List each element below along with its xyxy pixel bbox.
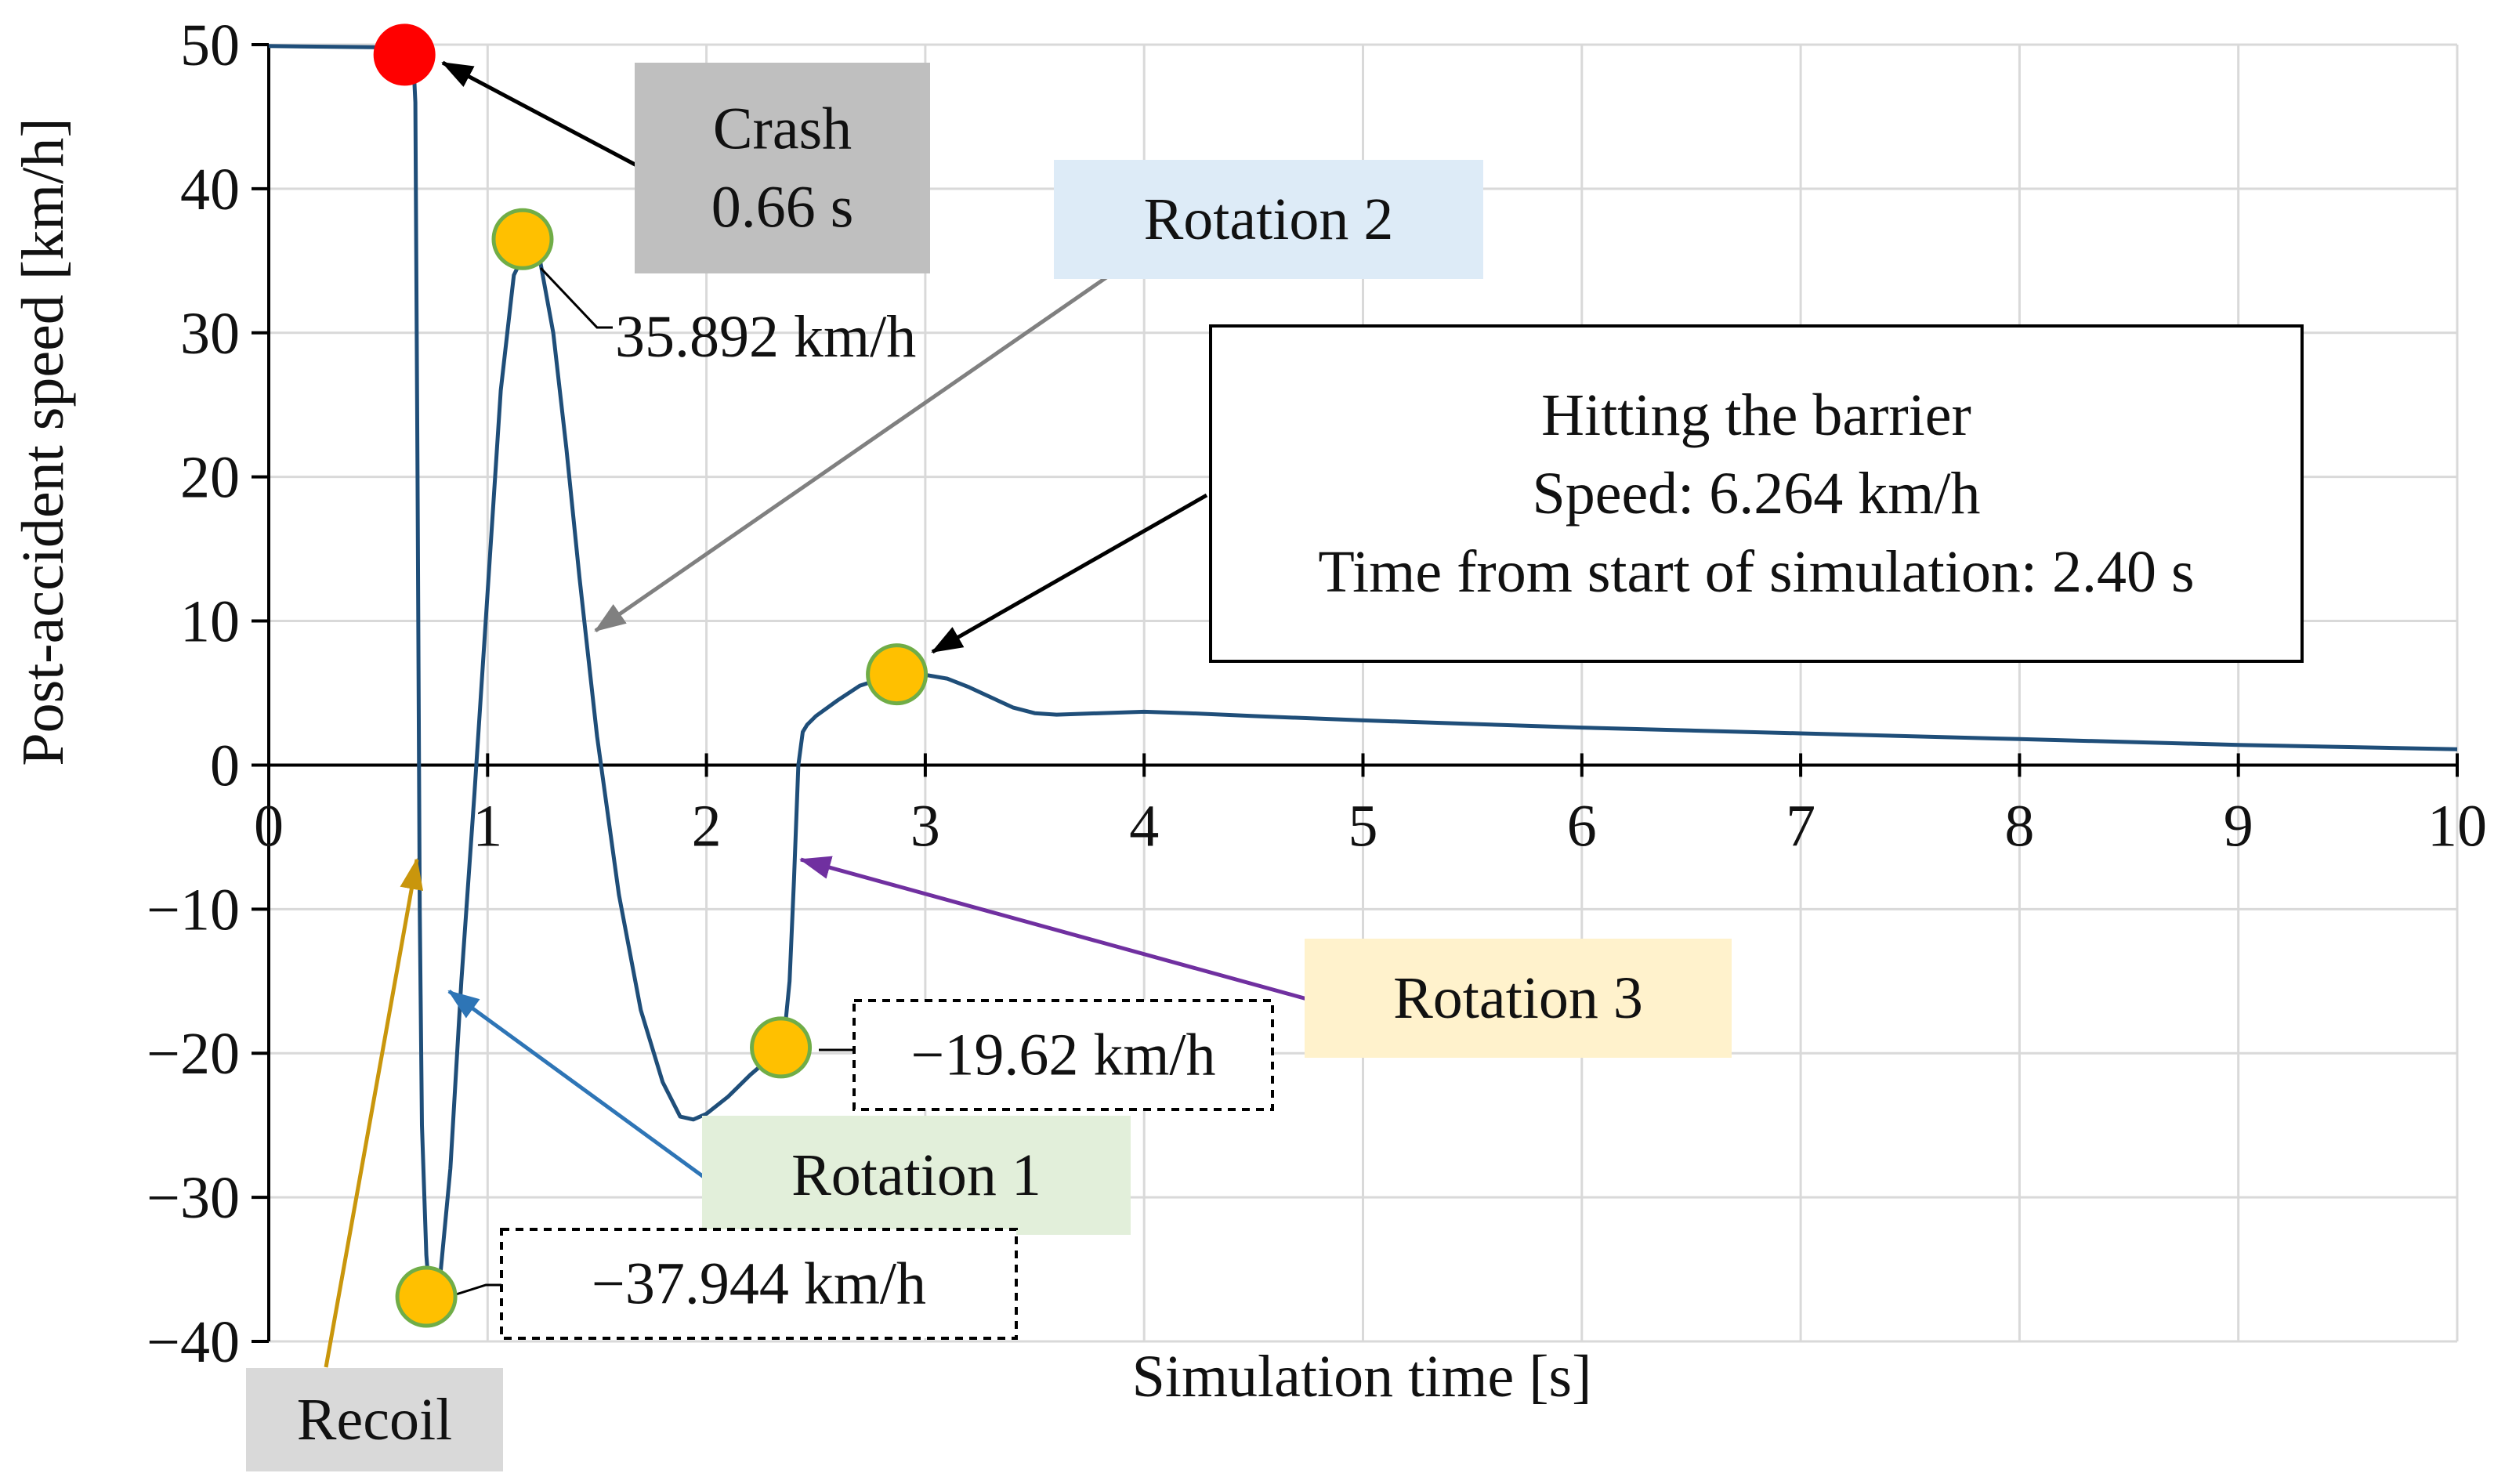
crash-box [635, 63, 930, 273]
v37944-leader-line [455, 1283, 501, 1296]
crash-text: Crash [713, 96, 852, 162]
rotation1-box [702, 1116, 1131, 1235]
x-axis-label: Simulation time [s] [1132, 1344, 1592, 1410]
rotation1-arrow [447, 989, 705, 1179]
x-tick-label: 10 [2427, 793, 2487, 859]
rotation2-annotation: Rotation 2 [1054, 160, 1483, 279]
v37944-box [500, 1228, 1018, 1340]
x-tick-label: 6 [1567, 793, 1597, 859]
barrier-box [1209, 324, 2304, 663]
rotation1-annotation: Rotation 1 [702, 1116, 1131, 1235]
rotation3-arrow [799, 856, 1308, 1001]
peak-leader-line [539, 266, 613, 329]
x-tick-label: 2 [692, 793, 722, 859]
rotation2-text: Rotation 2 [1144, 186, 1394, 252]
annotation-arrows [324, 60, 1308, 1368]
annotations: Crash 0.66 s Rotation 2 35.892 km/h Hitting … [246, 63, 2304, 1471]
y-tick-label: 30 [180, 301, 240, 367]
rotation2-arrow [594, 272, 1113, 633]
x-tick-label: 4 [1129, 793, 1159, 859]
x-tick-label: 0 [254, 793, 284, 859]
y-tick-label: 40 [180, 157, 240, 223]
y-tick-label: −20 [147, 1021, 240, 1087]
x-tick-label: 3 [910, 793, 940, 859]
barrier-text: Hitting the barrier [1541, 382, 1971, 448]
recoil-annotation: Recoil [246, 1368, 503, 1471]
x-tick-label: 5 [1348, 793, 1378, 859]
point-markers [373, 24, 929, 1328]
rotation1-text: Rotation 1 [791, 1142, 1041, 1208]
x-tick-label: 1 [472, 793, 502, 859]
rotation3-text: Rotation 3 [1393, 965, 1643, 1031]
barrier-annotation: Hitting the barrier Speed: 6.264 km/h Time… [1209, 324, 2304, 663]
min-point-marker [395, 1265, 458, 1328]
recoil-text: Recoil [297, 1387, 452, 1453]
y-axis-label: Post-accident speed [km/h] [10, 118, 76, 766]
series-layer [268, 44, 2458, 1314]
v1962-box [852, 999, 1274, 1111]
crash-point-marker [373, 24, 436, 86]
barrier-arrow [931, 493, 1208, 654]
barrier-point-marker [866, 643, 929, 706]
y-tick-label: −30 [147, 1165, 240, 1231]
v37944-annotation: −37.944 km/h [500, 1228, 1018, 1340]
y-tick-label: 50 [180, 13, 240, 78]
y-tick-label: 0 [210, 733, 240, 798]
rotation3-annotation: Rotation 3 [1305, 939, 1732, 1058]
v1962-text: −19.62 km/h [910, 1023, 1215, 1088]
y-tick-label: −10 [147, 877, 240, 943]
x-tick-label: 7 [1786, 793, 1815, 859]
peak-point-marker [491, 208, 554, 270]
y-tick-label: −40 [147, 1309, 240, 1375]
x-tick-label: 9 [2224, 793, 2253, 859]
barrier-text: Speed: 6.264 km/h [1532, 461, 1980, 527]
peak-annotation: 35.892 km/h [615, 304, 916, 370]
rotation2-box [1054, 160, 1483, 279]
crash-text: 0.66 s [711, 175, 854, 241]
barrier-text: Time from start of simulation: 2.40 s [1318, 539, 2194, 605]
x-tick-label: 8 [2004, 793, 2034, 859]
rot3-point-marker [750, 1016, 813, 1079]
recoil-box [246, 1368, 503, 1471]
y-tick-label: 20 [180, 445, 240, 511]
y-tick-label: 10 [180, 589, 240, 655]
crash-annotation: Crash 0.66 s [635, 63, 930, 273]
rotation3-box [1305, 939, 1732, 1058]
v37944-text: −37.944 km/h [592, 1251, 926, 1317]
recoil-arrow [324, 858, 424, 1368]
crash-arrow [441, 60, 643, 170]
v1962-annotation: −19.62 km/h [852, 999, 1274, 1111]
speed-series-line [268, 44, 2458, 1314]
peak-text: 35.892 km/h [615, 304, 916, 370]
